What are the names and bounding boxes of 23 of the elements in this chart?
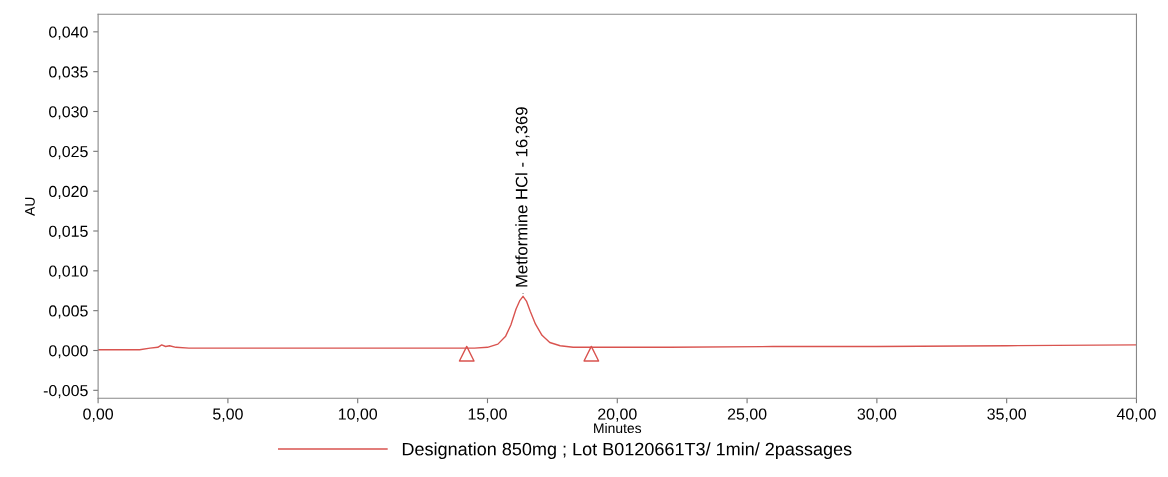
y-tick-label: 0,000 (49, 345, 88, 359)
y-tick-label: 0,035 (49, 66, 88, 80)
y-tick-label: 0,030 (49, 106, 88, 120)
x-tick-label: 0,00 (83, 408, 114, 422)
y-tick-label: 0,025 (49, 145, 88, 160)
x-tick-label: 10,00 (338, 408, 378, 422)
y-tick-label: 0,015 (49, 225, 88, 239)
x-tick-label: 20,00 (598, 408, 637, 422)
x-tick-label: 25,00 (727, 408, 767, 422)
x-tick-label: 15,00 (468, 408, 507, 422)
y-tick-label: 0,020 (49, 185, 88, 199)
x-tick-label: 30,00 (857, 408, 897, 422)
y-axis-title: AU (25, 197, 35, 216)
y-tick-label: 0,005 (49, 305, 88, 319)
x-axis-title: Minutes (594, 422, 642, 434)
x-tick-label: 35,00 (987, 408, 1027, 422)
text: Designation 850mg ; Lot B0120661T3/ 1min/ 2passages (402, 442, 852, 460)
x-tick-label: 5,00 (213, 408, 243, 422)
y-tick-label: -0,005 (43, 384, 88, 399)
y-tick-label: 0,010 (49, 265, 88, 279)
y-tick-label: 0,040 (49, 26, 88, 40)
annotation: Metformine HCl - 16,369 (515, 107, 530, 287)
x-tick-label: 40,00 (1116, 408, 1156, 422)
